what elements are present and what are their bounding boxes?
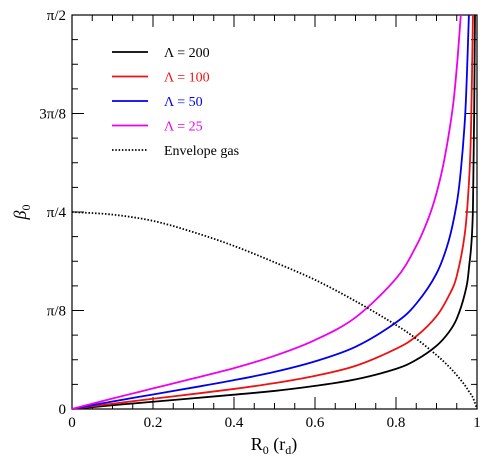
y-tick-label: π/4 bbox=[47, 205, 67, 221]
y-tick-label: 3π/8 bbox=[39, 107, 66, 123]
x-tick-label: 0.2 bbox=[144, 415, 163, 431]
x-tick-label: 1 bbox=[473, 415, 481, 431]
x-tick-label: 0.4 bbox=[225, 415, 244, 431]
x-tick-label: 0.6 bbox=[306, 415, 325, 431]
plot-frame bbox=[71, 14, 478, 410]
legend-label-0: Λ = 200 bbox=[164, 46, 210, 61]
y-axis-title: β0 bbox=[10, 205, 33, 221]
legend-label-3: Λ = 25 bbox=[164, 120, 203, 135]
x-tick-label: 0 bbox=[68, 415, 76, 431]
legend-label-1: Λ = 100 bbox=[164, 71, 210, 86]
series-line-4 bbox=[71, 211, 478, 410]
y-axis-title-sub: 0 bbox=[19, 205, 33, 211]
legend-label-4: Envelope gas bbox=[164, 144, 239, 159]
x-axis-title-close: ) bbox=[291, 434, 297, 455]
y-tick-label: π/8 bbox=[47, 304, 66, 320]
series-line-2 bbox=[71, 14, 470, 410]
x-axis-title-units: (r bbox=[269, 434, 286, 455]
axis-ticks: 0 0.2 0.4 0.6 0.8 1 0 π/8 π/4 3π/8 π/2 bbox=[39, 8, 481, 431]
legend: Λ = 200 Λ = 100 Λ = 50 Λ = 25 Envelope gas bbox=[112, 46, 239, 159]
series-line-3 bbox=[71, 14, 462, 410]
y-tick-label: 0 bbox=[59, 402, 67, 418]
series-line-0 bbox=[71, 14, 476, 410]
x-axis-title-units-sub: d bbox=[285, 443, 291, 457]
y-tick-label: π/2 bbox=[47, 8, 66, 24]
x-tick-label: 0.8 bbox=[387, 415, 406, 431]
x-axis-title-sub: 0 bbox=[263, 443, 269, 457]
x-axis-title: R0 (rd) bbox=[251, 434, 298, 457]
series-layer bbox=[71, 14, 478, 410]
series-line-1 bbox=[71, 14, 474, 410]
legend-label-2: Λ = 50 bbox=[164, 95, 203, 110]
